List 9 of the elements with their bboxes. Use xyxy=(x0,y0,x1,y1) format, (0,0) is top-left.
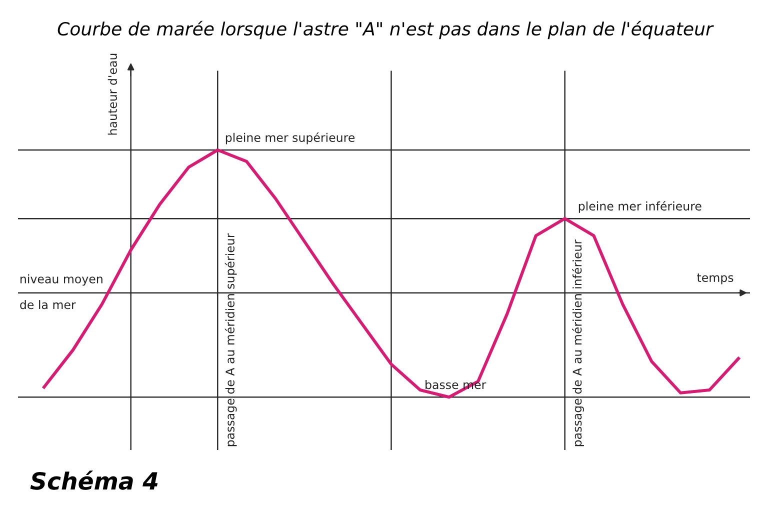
annotation: passage de A au méridien inférieur xyxy=(572,239,584,446)
annotation: passage de A au méridien supérieur xyxy=(224,233,237,446)
annotation: pleine mer inférieure xyxy=(578,200,702,213)
text: niveau moyen de la mer xyxy=(20,274,102,310)
y-axis-title: hauteur d'eau xyxy=(108,54,117,135)
chart-title: Courbe de marée lorsque l'astre "A" n'est pas dans le plan de l'équateur xyxy=(58,20,714,40)
text: Schéma 4 xyxy=(30,470,158,490)
x-axis-title: temps xyxy=(697,274,734,284)
text: pleine mer supérieure xyxy=(226,132,355,144)
